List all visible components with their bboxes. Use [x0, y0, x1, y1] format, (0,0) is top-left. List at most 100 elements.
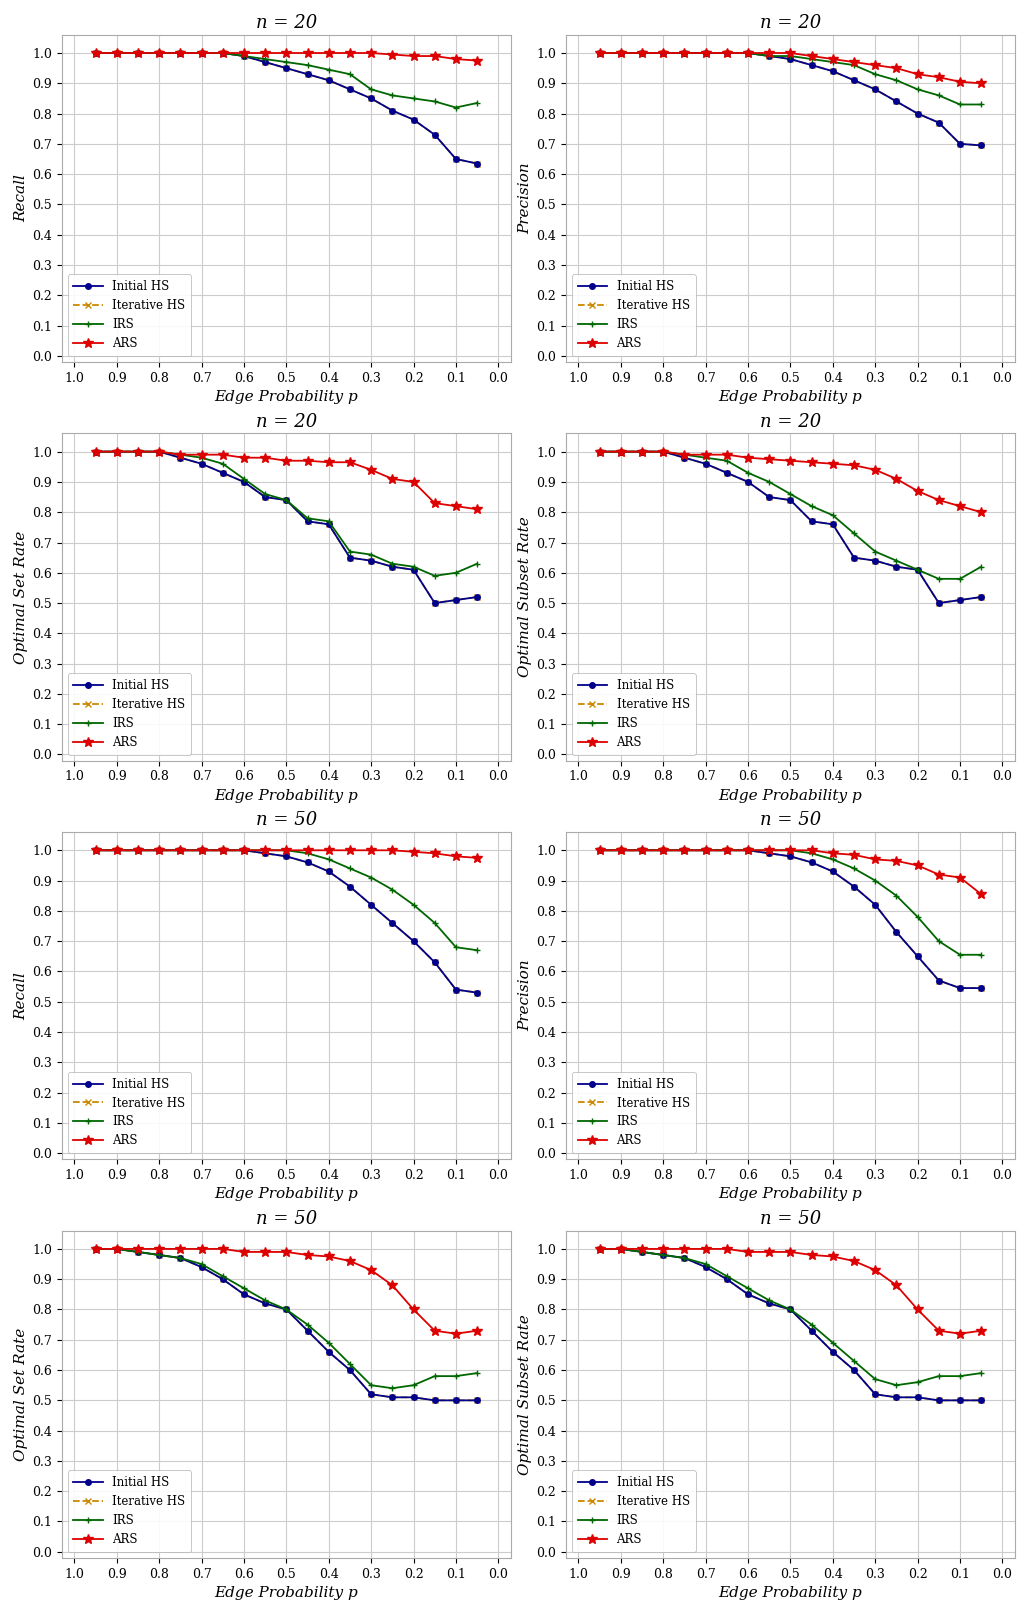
ARS — [450, 497, 462, 516]
Iterative HS — [259, 487, 272, 507]
IRS — [700, 44, 712, 63]
IRS — [259, 484, 272, 504]
IRS — [110, 442, 122, 462]
Iterative HS — [678, 841, 690, 860]
Iterative HS — [196, 841, 208, 860]
IRS — [678, 841, 690, 860]
ARS — [301, 1246, 314, 1265]
Initial HS — [764, 1294, 776, 1314]
IRS — [110, 44, 122, 63]
Iterative HS — [678, 1248, 690, 1267]
IRS — [848, 55, 860, 74]
Iterative HS — [742, 473, 754, 492]
ARS — [678, 445, 690, 465]
Iterative HS — [720, 841, 733, 860]
IRS — [720, 44, 733, 63]
Line: Iterative HS: Iterative HS — [93, 449, 481, 607]
Iterative HS — [386, 1388, 398, 1407]
Iterative HS — [344, 876, 356, 896]
Iterative HS — [259, 844, 272, 863]
ARS — [407, 473, 420, 492]
IRS — [890, 1375, 902, 1394]
Line: ARS: ARS — [91, 48, 482, 66]
ARS — [826, 844, 839, 863]
ARS — [238, 44, 250, 63]
ARS — [365, 1261, 378, 1280]
ARS — [870, 55, 882, 74]
Iterative HS — [428, 952, 440, 972]
Initial HS — [216, 841, 228, 860]
Initial HS — [848, 549, 860, 568]
IRS — [471, 1364, 484, 1383]
Initial HS — [407, 1388, 420, 1407]
IRS — [216, 454, 228, 473]
Initial HS — [742, 473, 754, 492]
Initial HS — [784, 847, 796, 867]
ARS — [806, 47, 818, 66]
Initial HS — [132, 44, 144, 63]
Initial HS — [594, 1240, 606, 1259]
ARS — [280, 44, 292, 63]
IRS — [975, 557, 988, 576]
IRS — [700, 1254, 712, 1273]
IRS — [153, 44, 166, 63]
ARS — [784, 450, 796, 470]
ARS — [742, 1243, 754, 1262]
ARS — [365, 460, 378, 479]
Iterative HS — [594, 442, 606, 462]
ARS — [700, 445, 712, 465]
IRS — [826, 849, 839, 868]
ARS — [826, 454, 839, 473]
Initial HS — [658, 442, 670, 462]
ARS — [238, 1243, 250, 1262]
Initial HS — [870, 550, 882, 570]
IRS — [216, 44, 228, 63]
IRS — [954, 95, 966, 115]
IRS — [784, 1299, 796, 1319]
Iterative HS — [280, 491, 292, 510]
Initial HS — [870, 1385, 882, 1404]
Initial HS — [784, 50, 796, 69]
Initial HS — [322, 515, 334, 534]
IRS — [764, 473, 776, 492]
IRS — [365, 868, 378, 888]
Iterative HS — [90, 442, 102, 462]
Iterative HS — [826, 862, 839, 881]
Iterative HS — [890, 922, 902, 941]
Iterative HS — [216, 1270, 228, 1290]
Initial HS — [174, 1248, 186, 1267]
ARS — [259, 449, 272, 468]
ARS — [678, 841, 690, 860]
Title: n = 50: n = 50 — [759, 1210, 821, 1228]
IRS — [428, 567, 440, 586]
Initial HS — [658, 44, 670, 63]
IRS — [870, 872, 882, 891]
ARS — [407, 843, 420, 862]
ARS — [870, 849, 882, 868]
Iterative HS — [678, 44, 690, 63]
Iterative HS — [301, 512, 314, 531]
IRS — [407, 1375, 420, 1394]
ARS — [365, 44, 378, 63]
IRS — [471, 554, 484, 573]
IRS — [450, 98, 462, 118]
Iterative HS — [636, 1243, 648, 1262]
Initial HS — [890, 1388, 902, 1407]
Line: IRS: IRS — [93, 50, 481, 111]
ARS — [259, 841, 272, 860]
ARS — [301, 44, 314, 63]
IRS — [365, 546, 378, 565]
ARS — [975, 884, 988, 904]
ARS — [238, 841, 250, 860]
IRS — [636, 841, 648, 860]
Initial HS — [594, 841, 606, 860]
Iterative HS — [132, 841, 144, 860]
IRS — [322, 1333, 334, 1353]
Initial HS — [720, 44, 733, 63]
Initial HS — [322, 862, 334, 881]
IRS — [322, 849, 334, 868]
IRS — [912, 907, 924, 926]
Line: ARS: ARS — [91, 1244, 482, 1338]
ARS — [344, 44, 356, 63]
IRS — [890, 71, 902, 90]
